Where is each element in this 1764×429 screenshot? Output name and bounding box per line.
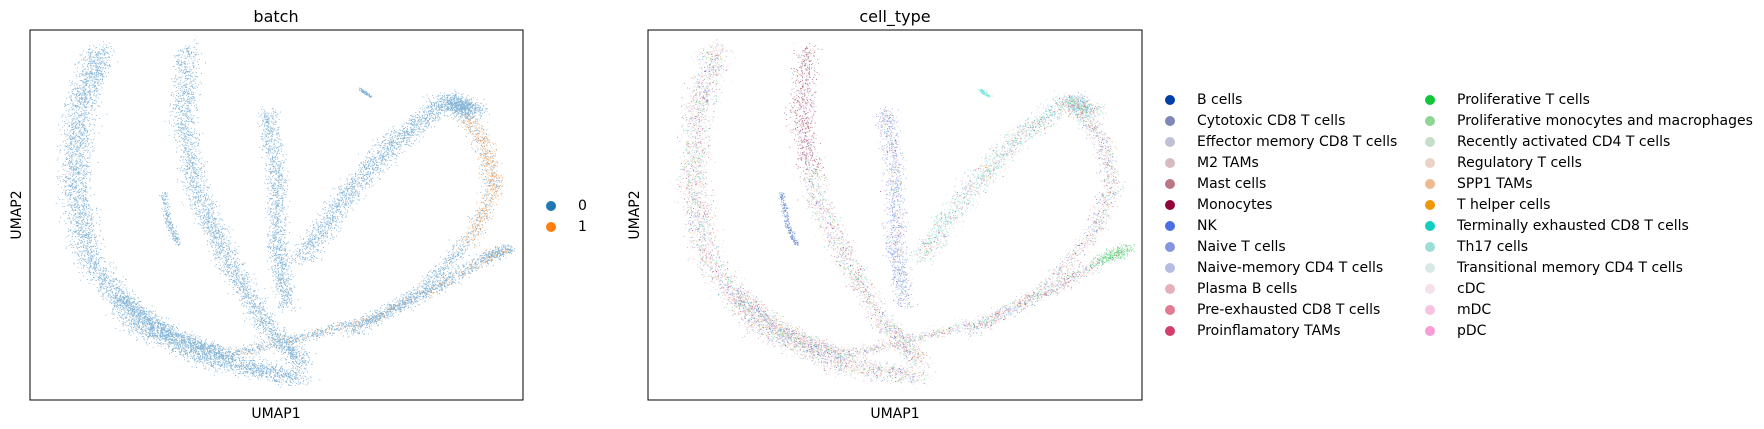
legend-label: M2 TAMs	[1197, 155, 1259, 171]
scatter-points	[682, 49, 1120, 379]
legend-label: mDC	[1457, 302, 1491, 318]
cell-type-y-axis-label: UMAP2	[627, 190, 643, 239]
batch-panel: batch UMAP1 UMAP2 01	[9, 7, 587, 422]
legend-marker	[1425, 263, 1435, 273]
scatter-points	[684, 43, 1120, 389]
batch-points	[55, 39, 515, 388]
legend-marker	[1165, 263, 1175, 273]
legend-marker	[1165, 221, 1175, 231]
batch-title: batch	[253, 7, 298, 26]
scatter-points	[674, 46, 1129, 381]
legend-label: Monocytes	[1197, 197, 1272, 213]
legend-label: Recently activated CD4 T cells	[1457, 134, 1670, 150]
scatter-points	[677, 43, 1127, 383]
legend-label: Cytotoxic CD8 T cells	[1197, 113, 1345, 129]
legend-label: pDC	[1457, 323, 1487, 339]
legend-marker	[1425, 242, 1435, 252]
scatter-points	[682, 49, 1124, 391]
legend-marker	[1425, 179, 1435, 189]
legend-marker	[546, 222, 556, 232]
legend-label: Pre-exhausted CD8 T cells	[1197, 302, 1380, 318]
scatter-points	[676, 47, 1123, 381]
legend-label: Terminally exhausted CD8 T cells	[1456, 218, 1689, 234]
cell-type-title: cell_type	[859, 7, 930, 27]
legend-label: Effector memory CD8 T cells	[1197, 134, 1397, 150]
scatter-points	[682, 44, 1125, 383]
scatter-points	[679, 49, 1119, 384]
legend-label: 0	[578, 198, 587, 214]
legend-label: Plasma B cells	[1197, 281, 1297, 297]
cell-type-x-axis-label: UMAP1	[870, 406, 919, 422]
scatter-points	[230, 113, 511, 359]
legend-marker	[1165, 326, 1175, 336]
scatter-points	[679, 49, 1132, 385]
legend-label: Th17 cells	[1456, 239, 1528, 255]
legend-label: Proinflamatory TAMs	[1197, 323, 1341, 339]
cell-type-plot-frame	[647, 29, 1143, 401]
scatter-points	[677, 39, 1123, 382]
batch-plot-frame	[29, 29, 524, 401]
legend-marker	[1425, 221, 1435, 231]
legend-label: Proliferative monocytes and macrophages	[1457, 113, 1753, 129]
legend-marker	[546, 201, 556, 211]
legend-label: cDC	[1457, 281, 1485, 297]
cell-type-points	[670, 39, 1135, 391]
legend-marker	[1425, 95, 1435, 105]
legend-label: B cells	[1197, 92, 1242, 108]
legend-marker	[1165, 200, 1175, 210]
legend-label: 1	[578, 219, 587, 235]
legend-marker	[1165, 116, 1175, 126]
scatter-points	[680, 43, 1135, 384]
cell-type-panel: cell_type UMAP1 UMAP2 B cells Cytotoxic C…	[627, 7, 1753, 422]
batch-legend: 01	[546, 198, 587, 235]
legend-marker	[1425, 137, 1435, 147]
legend-marker	[1165, 179, 1175, 189]
legend-label: Naive-memory CD4 T cells	[1197, 260, 1383, 276]
legend-label: Regulatory T cells	[1457, 155, 1582, 171]
legend-label: Transitional memory CD4 T cells	[1456, 260, 1683, 276]
legend-marker	[1165, 137, 1175, 147]
scatter-points	[55, 39, 515, 388]
cell-type-legend: B cells Cytotoxic CD8 T cells Effector mem…	[1165, 92, 1753, 339]
legend-label: NK	[1197, 218, 1217, 234]
batch-y-axis-label: UMAP2	[9, 190, 25, 239]
legend-label: Proliferative T cells	[1457, 92, 1590, 108]
legend-label: Mast cells	[1197, 176, 1266, 192]
legend-marker	[1425, 158, 1435, 168]
legend-marker	[1165, 242, 1175, 252]
legend-marker	[1165, 305, 1175, 315]
legend-marker	[1165, 284, 1175, 294]
legend-marker	[1425, 284, 1435, 294]
legend-marker	[1425, 116, 1435, 126]
legend-label: SPP1 TAMs	[1457, 176, 1533, 192]
legend-label: Naive T cells	[1197, 239, 1286, 255]
scatter-points	[676, 44, 1129, 381]
legend-marker	[1425, 305, 1435, 315]
scatter-points	[683, 43, 1126, 379]
legend-marker	[1165, 158, 1175, 168]
legend-marker	[1425, 200, 1435, 210]
legend-marker	[1425, 326, 1435, 336]
scatter-points	[671, 46, 1126, 382]
legend-marker	[1165, 95, 1175, 105]
batch-x-axis-label: UMAP1	[251, 406, 300, 422]
legend-label: T helper cells	[1456, 197, 1550, 213]
scatter-points	[685, 53, 1132, 384]
scatter-points	[682, 51, 1125, 384]
